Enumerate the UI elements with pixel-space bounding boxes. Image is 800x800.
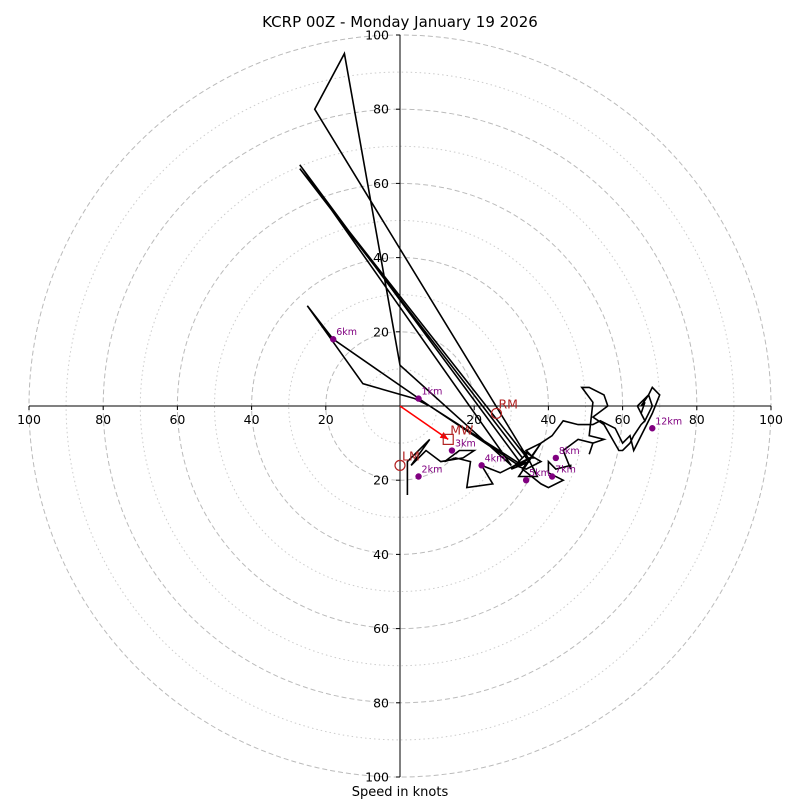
y-tick-label: 100 [365, 28, 389, 43]
y-tick-label: 20 [373, 473, 389, 488]
x-tick-label: 40 [244, 412, 260, 427]
y-tick-label: 80 [373, 102, 389, 117]
x-tick-label: 40 [540, 412, 556, 427]
height-marker-dot [522, 477, 530, 484]
x-tick-label: 80 [95, 412, 111, 427]
y-tick-label: 40 [373, 547, 389, 562]
storm-motion-marker [490, 407, 503, 420]
x-axis-label: Speed in knots [352, 785, 449, 800]
height-marker-label: 7km [555, 464, 576, 475]
storm-motion-label: LM [402, 448, 420, 463]
height-marker-dot [415, 395, 422, 402]
x-tick-label: 100 [17, 412, 41, 427]
height-marker-label: 8km [559, 446, 580, 457]
y-tick-label: 100 [365, 770, 389, 785]
x-tick-label: 60 [169, 412, 185, 427]
height-marker-label: 1km [422, 387, 443, 398]
y-tick-label: 60 [373, 176, 389, 191]
x-tick-label: 80 [689, 412, 705, 427]
storm-motion-marker [442, 433, 454, 445]
x-tick-label: 60 [615, 412, 631, 427]
hodograph-trace-group [299, 51, 661, 495]
shear-vector-group [399, 405, 449, 441]
height-marker-label: 2km [422, 464, 443, 475]
height-marker-label: 6km [336, 327, 357, 338]
y-tick-label: 80 [373, 695, 389, 710]
x-tick-label: 100 [759, 412, 783, 427]
height-marker-label: 3km [455, 439, 476, 450]
height-marker-label: 4km [485, 453, 506, 464]
shear-vector-line [399, 405, 449, 441]
x-tick-label: 20 [318, 412, 334, 427]
height-marker-dot [548, 473, 556, 480]
hodograph-trace [299, 51, 661, 495]
x-tick-label: 20 [466, 412, 482, 427]
height-marker-dot [415, 473, 422, 480]
height-marker-label: 5km [529, 468, 550, 479]
height-marker-label: 12km [655, 416, 682, 427]
shear-vector-arrowhead [439, 431, 449, 440]
height-marker-dot [478, 462, 485, 469]
y-tick-label: 20 [373, 324, 389, 339]
height-marker-dot [649, 425, 656, 432]
storm-motion-marker [394, 459, 406, 471]
height-marker-dot [448, 447, 456, 454]
height-marker-dot [552, 454, 560, 462]
storm-motion-label: RM [498, 396, 517, 411]
height-markers: 1km 2km 3km 4km 5km 6km 7km 8km 12km [330, 327, 682, 484]
y-tick-label: 60 [373, 621, 389, 636]
height-marker-dot [330, 336, 337, 343]
axis-tick-labels: 100 80 60 40 20 20 40 60 80 100100806040202040608… [17, 28, 783, 785]
chart-title: KCRP 00Z - Monday January 19 2026 [262, 13, 538, 31]
storm-motion-markers: RM LM MW [394, 396, 518, 471]
storm-motion-label: MW [450, 422, 473, 437]
